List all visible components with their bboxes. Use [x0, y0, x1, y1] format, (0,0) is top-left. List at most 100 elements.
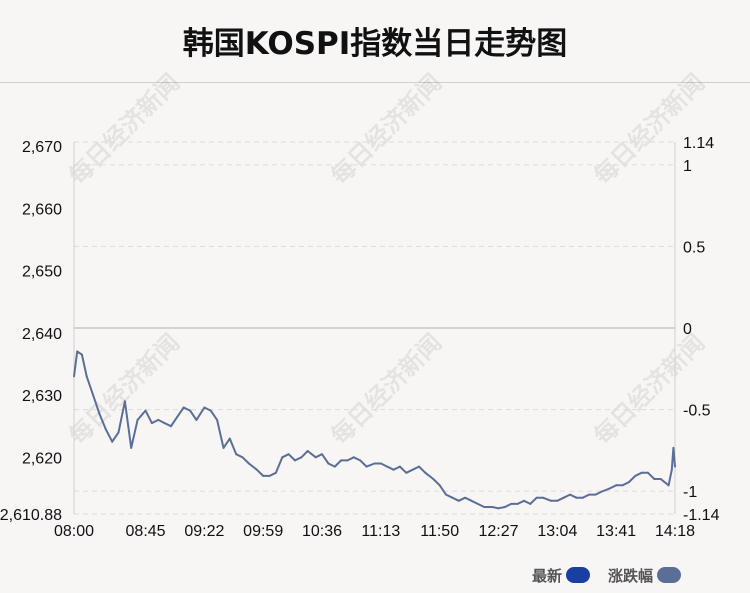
data-point — [247, 462, 250, 465]
y-right-tick-label: 1.14 — [683, 135, 714, 152]
data-point — [333, 465, 336, 468]
x-tick-label: 09:22 — [184, 523, 224, 540]
data-point — [621, 484, 624, 487]
data-point — [281, 456, 284, 459]
grid-lines — [74, 141, 675, 515]
data-point — [222, 446, 225, 449]
data-point — [476, 502, 479, 505]
data-point — [150, 422, 153, 425]
x-tick-label: 13:04 — [537, 523, 577, 540]
data-point — [294, 459, 296, 462]
data-point — [634, 474, 637, 477]
data-point — [182, 406, 185, 409]
data-point — [535, 496, 538, 499]
data-point — [542, 496, 544, 499]
data-point — [92, 394, 95, 397]
y-right-tick-label: 0.5 — [683, 239, 705, 256]
data-point — [73, 375, 75, 378]
data-point — [274, 471, 277, 474]
data-point — [523, 499, 525, 502]
y-tick-label: 2,660 — [22, 201, 62, 218]
legend-swatch-latest — [566, 567, 591, 583]
data-point — [464, 496, 467, 499]
data-point — [653, 478, 656, 480]
data-point — [497, 507, 500, 510]
data-point — [398, 465, 401, 468]
data-point — [136, 418, 139, 421]
watermark-text: 每日经济新闻 — [63, 328, 185, 450]
right-y-axis: 1.14 1 0.5 0 -0.5 -1 -1.14 — [683, 135, 720, 524]
data-point — [392, 468, 395, 471]
data-point — [674, 465, 676, 468]
data-point — [457, 499, 460, 502]
data-point — [327, 462, 330, 465]
x-tick-label: 13:41 — [596, 523, 636, 540]
data-point — [123, 400, 126, 403]
x-tick-label: 11:13 — [361, 523, 400, 540]
data-point — [588, 493, 591, 496]
data-point — [575, 496, 578, 499]
legend-item-change[interactable]: 涨跌幅 — [608, 564, 682, 586]
data-point — [647, 471, 649, 474]
y-right-tick-label: 1 — [683, 158, 692, 175]
x-tick-label: 12:27 — [478, 523, 518, 540]
watermark-text: 每日经济新闻 — [325, 68, 447, 190]
legend-swatch-change — [657, 567, 682, 583]
data-point — [562, 496, 565, 499]
y-right-tick-label: -1.14 — [683, 507, 720, 524]
data-point — [300, 456, 303, 459]
data-point — [411, 468, 414, 471]
y-right-tick-label: 0 — [683, 321, 692, 338]
data-point — [340, 459, 343, 462]
data-point — [470, 499, 473, 502]
legend-item-latest[interactable]: 最新 — [532, 564, 591, 586]
y-right-tick-label: -0.5 — [683, 403, 711, 420]
data-point — [228, 437, 231, 440]
data-point — [640, 471, 643, 474]
data-point — [163, 422, 166, 425]
data-point — [451, 496, 454, 499]
y-tick-label: 2,640 — [22, 326, 62, 343]
data-point — [117, 431, 120, 434]
data-point — [157, 418, 160, 421]
data-point — [85, 375, 88, 378]
data-point — [216, 418, 219, 421]
data-point — [255, 468, 258, 471]
data-point — [268, 474, 271, 477]
y-tick-label: 2,670 — [22, 139, 62, 156]
data-point — [615, 484, 618, 487]
data-point — [373, 462, 376, 465]
data-point — [346, 459, 349, 462]
data-point — [594, 493, 597, 496]
data-point — [550, 499, 552, 502]
data-point — [111, 440, 114, 443]
data-point — [195, 418, 198, 421]
watermark-text: 每日经济新闻 — [63, 68, 185, 190]
data-point — [386, 465, 389, 468]
data-point — [104, 428, 107, 431]
data-point — [667, 484, 670, 487]
data-point — [144, 409, 147, 412]
data-point — [189, 409, 192, 412]
y-tick-label: 2,620 — [22, 450, 62, 467]
data-point — [241, 456, 244, 459]
y-tick-label: 2,610.88 — [0, 507, 62, 524]
data-point — [306, 450, 309, 452]
x-tick-label: 14:18 — [655, 523, 695, 540]
data-point — [365, 465, 368, 468]
y-tick-label: 2,630 — [22, 388, 62, 405]
series-line-latest — [73, 350, 676, 510]
data-point — [670, 468, 673, 471]
x-tick-label: 10:36 — [302, 523, 342, 540]
data-point — [130, 446, 133, 449]
data-point — [287, 453, 290, 456]
data-point — [321, 453, 323, 456]
data-point — [627, 481, 630, 484]
data-point — [672, 446, 675, 449]
data-point — [424, 471, 427, 474]
data-point — [359, 459, 362, 462]
data-point — [176, 415, 179, 418]
data-point — [445, 493, 447, 496]
data-point — [405, 471, 408, 474]
